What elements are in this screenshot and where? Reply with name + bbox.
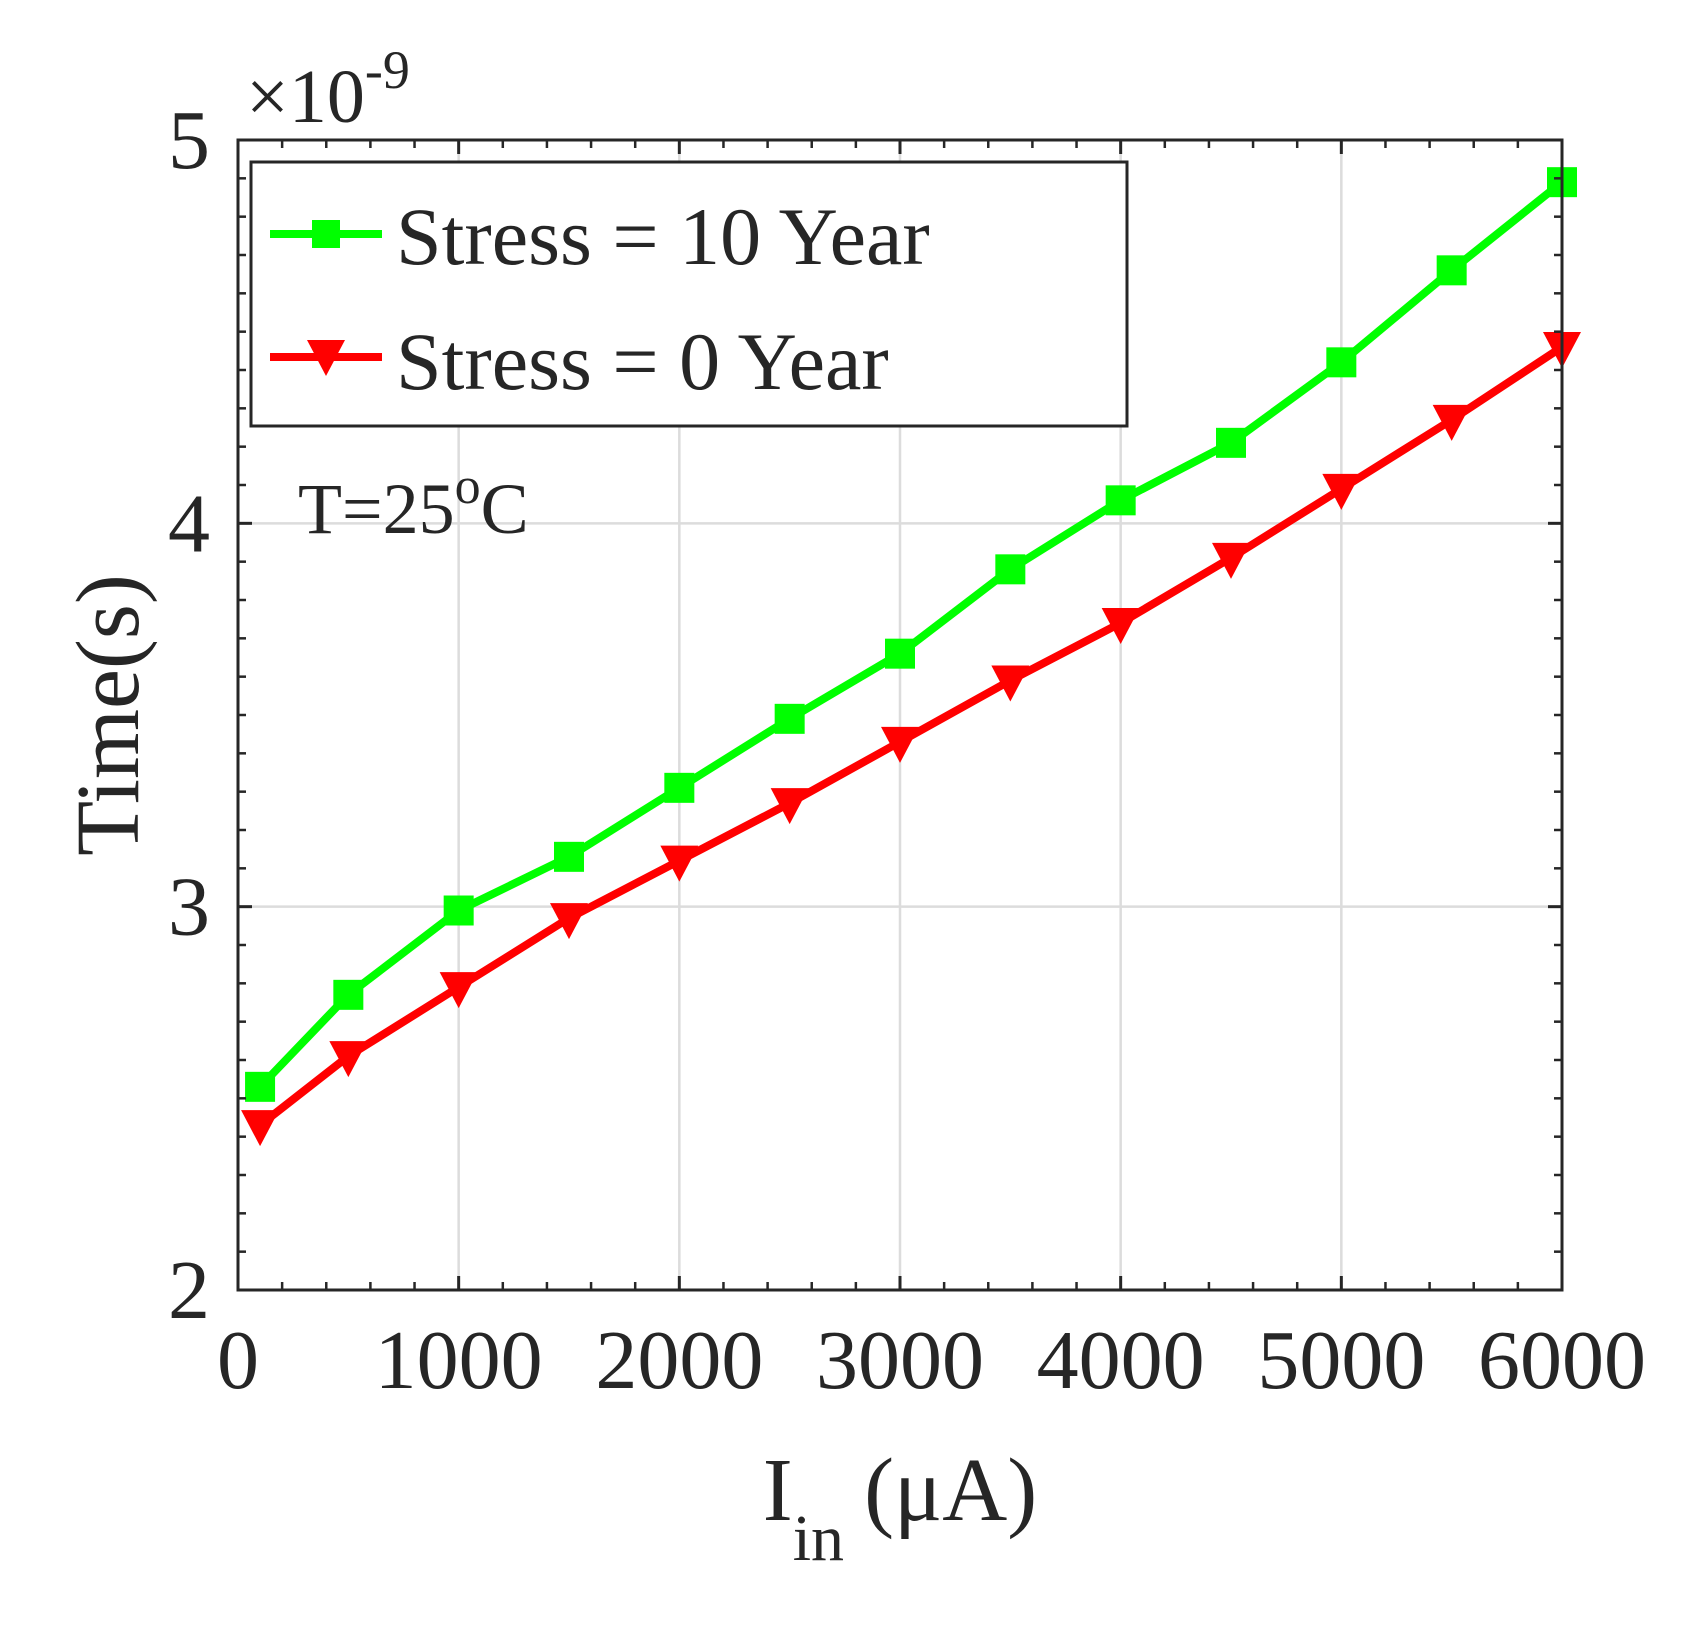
triangle-down-marker-icon	[307, 340, 345, 376]
temperature-annotation: T=25oC	[298, 458, 529, 549]
y-tick-label: 2	[168, 1244, 210, 1337]
data-point-square	[1216, 427, 1246, 458]
data-point-square	[1326, 347, 1357, 378]
x-tick-label: 2000	[595, 1314, 763, 1407]
data-point-square	[774, 703, 805, 734]
data-point-square	[333, 979, 364, 1010]
y-exponent-label: ×10-9	[246, 40, 410, 139]
data-point-triangle	[660, 845, 699, 882]
series-stress-0-year	[241, 332, 1581, 1147]
y-axis-label: Time(s)	[59, 574, 158, 856]
x-tick-label: 3000	[816, 1314, 984, 1407]
data-point-square	[664, 772, 695, 803]
legend-label: Stress = 0 Year	[396, 316, 889, 407]
series-stress-10-year	[245, 167, 1577, 1102]
x-tick-label: 0	[217, 1314, 259, 1407]
data-point-square	[995, 554, 1026, 585]
x-axis-label: Iin (μA)	[763, 1441, 1038, 1575]
legend-label: Stress = 10 Year	[396, 191, 930, 282]
legend-box	[249, 160, 1129, 428]
x-tick-label: 5000	[1257, 1314, 1425, 1407]
legend: Stress = 10 Year Stress = 0 Year	[249, 160, 1129, 428]
series-layer	[241, 167, 1581, 1147]
data-point-triangle	[329, 1041, 368, 1078]
data-point-triangle	[439, 972, 478, 1009]
data-point-triangle	[550, 903, 588, 940]
data-point-square	[1105, 485, 1136, 516]
data-point-triangle	[881, 726, 919, 763]
data-point-triangle	[1212, 542, 1250, 579]
data-point-square	[443, 895, 474, 926]
y-tick-label: 5	[168, 94, 210, 187]
data-point-square	[885, 638, 915, 669]
x-tick-label: 1000	[375, 1314, 543, 1407]
data-point-triangle	[770, 788, 809, 825]
legend-entry-stress-0-year: Stress = 0 Year	[270, 316, 889, 407]
data-point-triangle	[991, 665, 1030, 702]
x-tick-label: 4000	[1037, 1314, 1205, 1407]
y-tick-label: 4	[168, 477, 210, 570]
y-tick-label: 3	[168, 861, 210, 954]
data-point-square	[554, 841, 584, 872]
x-tick-label: 6000	[1478, 1314, 1646, 1407]
data-point-square	[1436, 255, 1467, 286]
data-point-triangle	[1101, 608, 1140, 644]
y-tick-labels: 2 3 4 5	[168, 94, 210, 1337]
axis-ticks	[236, 138, 1564, 1292]
x-tick-labels: 0 1000 2000 3000 4000 5000 6000	[217, 1314, 1646, 1407]
data-point-triangle	[1322, 473, 1361, 510]
legend-entry-stress-10-year: Stress = 10 Year	[270, 191, 930, 282]
data-point-triangle	[1432, 404, 1471, 441]
square-marker-icon	[312, 220, 340, 248]
data-point-triangle	[241, 1110, 280, 1147]
data-point-square	[245, 1071, 276, 1102]
